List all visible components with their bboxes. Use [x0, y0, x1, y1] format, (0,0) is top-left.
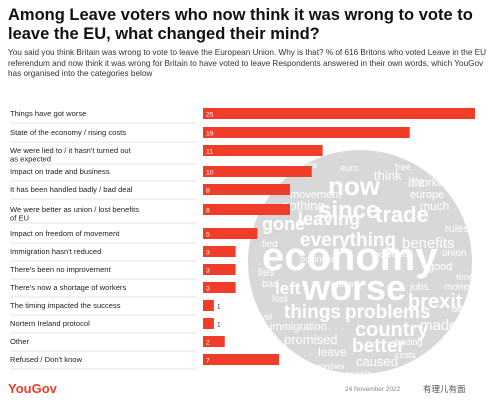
cloud-word: problems — [345, 302, 431, 323]
cloud-word: rules — [445, 223, 469, 235]
category-label: Impact on freedom of movement — [10, 229, 120, 238]
cloud-word: expected — [372, 249, 409, 259]
cloud-word: costs — [395, 350, 417, 360]
word-cloud-circle — [248, 150, 472, 374]
category-label: There's been no improvement — [10, 265, 112, 274]
cloud-word: trade — [375, 202, 429, 227]
cloud-word: price — [300, 161, 318, 170]
value-label: 5 — [206, 231, 210, 238]
cloud-word: europe — [410, 189, 444, 201]
category-label: We were lied to / it hasn't turned out as… — [10, 146, 132, 164]
cloud-word: free — [395, 162, 411, 172]
bar — [203, 108, 475, 119]
cloud-word: much — [420, 199, 449, 213]
value-label: 1 — [217, 303, 221, 310]
bar — [203, 300, 214, 311]
yougov-logo: YouGov — [8, 381, 57, 396]
value-label: 7 — [206, 357, 210, 364]
value-label: 1 — [217, 321, 221, 328]
value-label: 19 — [206, 130, 214, 137]
cloud-word: money — [444, 282, 474, 293]
cloud-word: it's — [408, 174, 425, 190]
cloud-word: benefits — [402, 235, 455, 252]
category-label: We were better as union / lost benefits o… — [10, 205, 139, 223]
category-label: State of the economy / rising costs — [10, 128, 126, 137]
cloud-word: good — [428, 261, 452, 273]
cloud-word: union — [442, 248, 466, 259]
bar — [203, 264, 236, 275]
watermark-text: 有理儿有面 — [423, 384, 466, 394]
value-label: 3 — [206, 249, 210, 256]
value-label: 8 — [206, 207, 210, 214]
cloud-word: country — [355, 319, 429, 341]
cloud-word: jobs — [409, 282, 428, 293]
cloud-word: made — [420, 317, 458, 334]
category-label: Immigration hasn't reduced — [10, 247, 101, 256]
bar — [203, 166, 312, 177]
category-label: There's now a shortage of workers — [10, 283, 126, 292]
cloud-word: economy — [262, 235, 438, 279]
category-label: Refused / Don't know — [10, 355, 82, 364]
cloud-word: brexit — [408, 291, 463, 313]
cloud-word: business — [300, 254, 336, 264]
cloud-word: deal — [452, 304, 469, 314]
cloud-word: since — [318, 197, 379, 224]
chart-subtitle: You said you think Britain was wrong to … — [8, 48, 487, 79]
cloud-word: lied — [262, 239, 278, 250]
cloud-word: now — [328, 171, 381, 201]
bar — [203, 184, 291, 195]
category-label: Things have got worse — [10, 109, 86, 118]
category-label: Impact on trade and business — [10, 167, 110, 176]
value-label: 25 — [206, 111, 214, 118]
cloud-word: lies — [258, 267, 275, 279]
cloud-word: nothing — [282, 198, 325, 213]
cloud-word: everything — [300, 230, 396, 251]
bar — [203, 282, 236, 293]
cloud-word: food — [456, 272, 474, 282]
cloud-word: euro — [340, 163, 358, 173]
cloud-word: things — [284, 302, 341, 323]
cloud-word: countries — [312, 362, 344, 371]
cloud-word: worse — [301, 267, 406, 308]
bar — [203, 354, 280, 365]
cloud-word: lost — [272, 294, 288, 305]
cloud-word: better — [352, 336, 405, 357]
value-label: 11 — [206, 148, 213, 155]
value-label: 8 — [206, 187, 210, 194]
cloud-word: left — [275, 279, 301, 298]
category-label: It has been handled badly / bad deal — [10, 185, 133, 194]
value-label: 10 — [206, 169, 214, 176]
value-label: 3 — [206, 267, 210, 274]
cloud-word: trading — [395, 337, 423, 347]
cloud-word: promised — [284, 332, 337, 347]
chart-title: Among Leave voters who now think it was … — [8, 6, 473, 43]
cloud-word: leave — [318, 345, 347, 359]
publication-date: 24 November 2022 — [345, 386, 401, 393]
value-label: 3 — [206, 285, 210, 292]
cloud-word: leaving — [298, 209, 360, 229]
cloud-word: think — [374, 168, 402, 183]
bar — [203, 246, 236, 257]
bar — [203, 145, 323, 156]
cloud-word: caused — [356, 354, 398, 369]
cloud-word: people — [345, 369, 372, 379]
bar — [203, 228, 258, 239]
cloud-word: worked — [329, 279, 359, 289]
bar — [203, 318, 214, 329]
cloud-word: bad — [262, 279, 279, 290]
bar — [203, 336, 225, 347]
category-label: The timing impacted the success — [10, 301, 121, 310]
bar — [203, 127, 410, 138]
cloud-word: gone — [262, 214, 305, 234]
value-label: 2 — [206, 339, 210, 346]
category-label: Nortern Ireland protocol — [10, 319, 90, 328]
cloud-word: immigration — [270, 321, 327, 333]
cloud-word: movement — [290, 189, 341, 201]
bar — [203, 204, 291, 215]
category-label: Other — [10, 337, 29, 346]
